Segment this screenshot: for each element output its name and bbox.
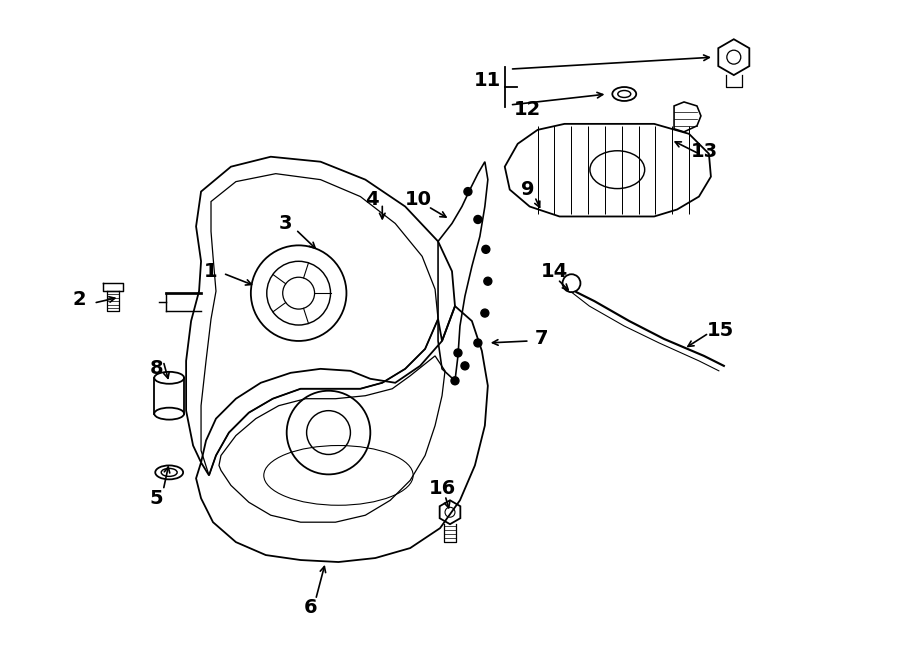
- Text: 7: 7: [535, 329, 548, 348]
- Text: 8: 8: [149, 360, 163, 378]
- Text: 3: 3: [279, 214, 292, 233]
- Text: 2: 2: [73, 290, 86, 309]
- Circle shape: [454, 349, 462, 357]
- Text: 5: 5: [149, 488, 163, 508]
- Circle shape: [474, 339, 482, 347]
- Text: 12: 12: [514, 100, 541, 120]
- Circle shape: [461, 362, 469, 370]
- Circle shape: [464, 188, 472, 196]
- Text: 1: 1: [204, 262, 218, 281]
- Text: 11: 11: [474, 71, 501, 89]
- Text: 6: 6: [304, 598, 318, 617]
- Text: 9: 9: [521, 180, 535, 199]
- Circle shape: [482, 245, 490, 253]
- Circle shape: [481, 309, 489, 317]
- Circle shape: [451, 377, 459, 385]
- Text: 16: 16: [428, 479, 455, 498]
- Text: 10: 10: [405, 190, 432, 209]
- Circle shape: [484, 277, 491, 285]
- Text: 4: 4: [365, 190, 379, 209]
- Text: 14: 14: [541, 262, 568, 281]
- Text: 13: 13: [690, 142, 717, 161]
- Text: 15: 15: [707, 321, 734, 340]
- Circle shape: [474, 215, 482, 223]
